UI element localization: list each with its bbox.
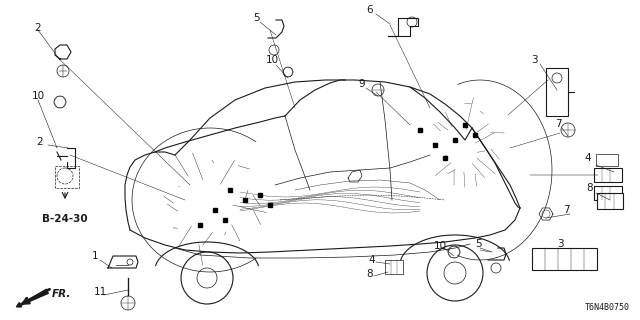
Text: B-24-30: B-24-30: [42, 214, 88, 224]
Text: 8: 8: [587, 183, 593, 193]
Bar: [594, 168, 622, 182]
Text: 2: 2: [36, 137, 44, 147]
Text: 5: 5: [475, 239, 481, 249]
Text: 3: 3: [531, 55, 538, 65]
Text: 10: 10: [31, 91, 45, 101]
Text: 6: 6: [367, 5, 373, 15]
Text: 11: 11: [93, 287, 107, 297]
Bar: [596, 154, 618, 166]
Text: 4: 4: [369, 255, 375, 265]
Text: 10: 10: [433, 241, 447, 251]
Text: FR.: FR.: [52, 289, 72, 299]
Text: 9: 9: [358, 79, 365, 89]
Text: T6N4B0750: T6N4B0750: [585, 303, 630, 312]
Text: 1: 1: [92, 251, 99, 261]
Text: 7: 7: [563, 205, 570, 215]
Text: 5: 5: [253, 13, 259, 23]
Text: 4: 4: [585, 153, 591, 163]
Bar: [385, 260, 403, 274]
Bar: [532, 248, 597, 270]
Text: 3: 3: [557, 239, 563, 249]
Text: 8: 8: [367, 269, 373, 279]
Bar: [597, 193, 623, 209]
Text: 7: 7: [555, 119, 561, 129]
Bar: [594, 186, 622, 200]
Text: 10: 10: [266, 55, 278, 65]
Bar: [546, 68, 568, 116]
Text: 2: 2: [35, 23, 42, 33]
